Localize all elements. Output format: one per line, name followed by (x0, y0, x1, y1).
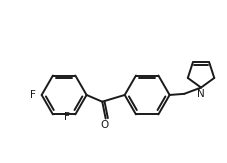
Text: O: O (100, 120, 109, 130)
Text: F: F (64, 112, 70, 122)
Text: F: F (30, 90, 36, 100)
Text: N: N (197, 89, 205, 99)
